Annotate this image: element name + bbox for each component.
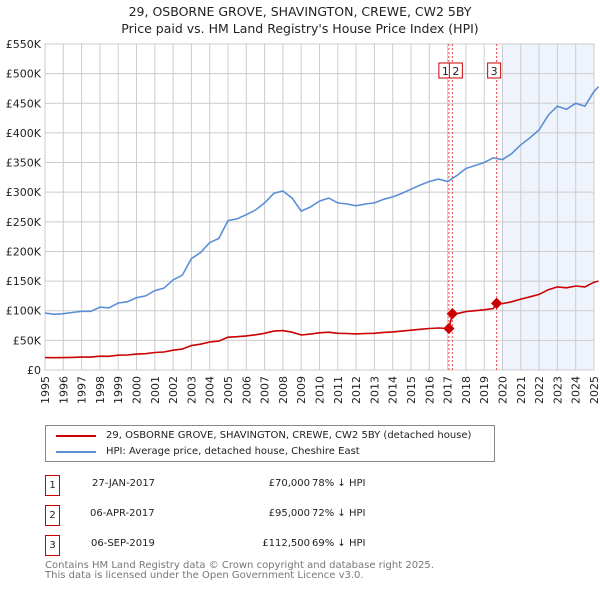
sale-label-3: 3 <box>487 62 502 79</box>
x-tick-label: 2004 <box>204 376 217 404</box>
sale-label-text: 1 <box>442 65 449 78</box>
x-tick-label: 2025 <box>588 376 600 404</box>
transaction-row: 2 06-APR-2017 £95,000 72% ↓ HPI <box>45 505 505 526</box>
x-tick-label: 2015 <box>405 376 418 404</box>
x-tick-label: 2005 <box>222 376 235 404</box>
transaction-hpi-diff: 69% ↓ HPI <box>312 538 366 549</box>
transaction-hpi-diff: 78% ↓ HPI <box>312 478 366 489</box>
x-tick-label: 2007 <box>259 376 272 404</box>
legend-label: HPI: Average price, detached house, Ches… <box>106 446 360 457</box>
hpi-line <box>44 86 600 316</box>
x-tick-label: 2019 <box>478 376 491 404</box>
y-tick-label: £100K <box>6 305 42 318</box>
y-tick-label: £250K <box>6 216 42 229</box>
y-tick-label: £500K <box>6 68 42 81</box>
forecast-shading <box>502 44 594 370</box>
x-tick-label: 1998 <box>94 376 107 404</box>
transaction-row: 3 06-SEP-2019 £112,500 69% ↓ HPI <box>45 535 505 556</box>
transaction-hpi-diff: 72% ↓ HPI <box>312 508 366 519</box>
plot-frame <box>44 43 595 371</box>
sale-point-2 <box>446 308 459 320</box>
y-tick-label: £450K <box>6 97 42 110</box>
legend-item-hpi: HPI: Average price, detached house, Ches… <box>56 446 360 457</box>
transaction-row: 1 27-JAN-2017 £70,000 78% ↓ HPI <box>45 475 505 496</box>
x-tick-label: 2021 <box>515 376 528 404</box>
y-tick-label: £400K <box>6 127 42 140</box>
sale-label-text: 3 <box>491 65 498 78</box>
x-tick-label: 1997 <box>76 376 89 404</box>
x-tick-label: 2016 <box>423 376 436 404</box>
y-tick-label: £200K <box>6 245 42 258</box>
property-price-line <box>44 280 599 359</box>
x-tick-label: 2024 <box>570 376 583 404</box>
y-tick-label: £50K <box>13 334 42 347</box>
x-tick-label: 2023 <box>551 376 564 404</box>
line-chart: £0 £50K £100K £150K £200K £250K £300K £350K £400… <box>6 38 600 404</box>
x-tick-label: 2008 <box>277 376 290 404</box>
y-tick-label: £150K <box>6 275 42 288</box>
sale-label-box <box>487 62 502 79</box>
footer-licence: This data is licensed under the Open Gov… <box>45 570 364 581</box>
x-tick-label: 2014 <box>387 376 400 404</box>
sale-label-2: 2 <box>448 62 463 79</box>
x-tick-label: 2011 <box>332 376 345 404</box>
transaction-number: 3 <box>45 535 60 556</box>
x-tick-label: 2003 <box>185 376 198 404</box>
legend-item-property: 29, OSBORNE GROVE, SHAVINGTON, CREWE, CW… <box>56 430 471 441</box>
transaction-price: £70,000 <box>268 478 310 489</box>
legend-label: 29, OSBORNE GROVE, SHAVINGTON, CREWE, CW… <box>106 430 472 441</box>
sale-point-3 <box>490 297 503 309</box>
x-tick-label: 2018 <box>460 376 473 404</box>
sale-point-1 <box>443 322 455 335</box>
footer-copyright: Contains HM Land Registry data © Crown c… <box>45 560 434 571</box>
transaction-date: 27-JAN-2017 <box>92 478 156 489</box>
transaction-number: 1 <box>45 475 60 496</box>
transaction-number: 2 <box>45 505 60 526</box>
legend: 29, OSBORNE GROVE, SHAVINGTON, CREWE, CW… <box>45 425 495 462</box>
sale-label-box <box>448 62 463 79</box>
chart-title: 29, OSBORNE GROVE, SHAVINGTON, CREWE, CW… <box>128 4 472 19</box>
x-tick-label: 2009 <box>295 376 308 404</box>
x-tick-label: 1999 <box>112 376 125 404</box>
y-tick-label: £0 <box>27 364 41 377</box>
x-tick-label: 2010 <box>314 376 327 404</box>
transaction-date: 06-SEP-2019 <box>91 538 155 549</box>
sale-label-text: 2 <box>452 65 459 78</box>
x-tick-label: 2000 <box>131 376 144 404</box>
transaction-price: £112,500 <box>262 538 310 549</box>
x-tick-label: 2006 <box>240 376 253 404</box>
x-tick-label: 2013 <box>368 376 381 404</box>
y-tick-label: £550K <box>6 38 42 51</box>
x-tick-label: 2022 <box>533 376 546 404</box>
x-tick-label: 2020 <box>497 376 510 404</box>
legend-swatch-red <box>56 434 96 437</box>
x-tick-label: 2017 <box>442 376 455 404</box>
legend-swatch-blue <box>56 450 96 453</box>
x-tick-label: 1996 <box>57 376 70 404</box>
x-tick-label: 2012 <box>350 376 363 404</box>
chart-subtitle: Price paid vs. HM Land Registry's House … <box>121 21 479 36</box>
y-tick-label: £300K <box>6 186 42 199</box>
x-tick-label: 2002 <box>167 376 180 404</box>
x-tick-label: 2001 <box>149 376 162 404</box>
y-tick-label: £350K <box>6 157 42 170</box>
transaction-date: 06-APR-2017 <box>90 508 155 519</box>
x-tick-label: 1995 <box>39 376 52 404</box>
transaction-price: £95,000 <box>268 508 310 519</box>
